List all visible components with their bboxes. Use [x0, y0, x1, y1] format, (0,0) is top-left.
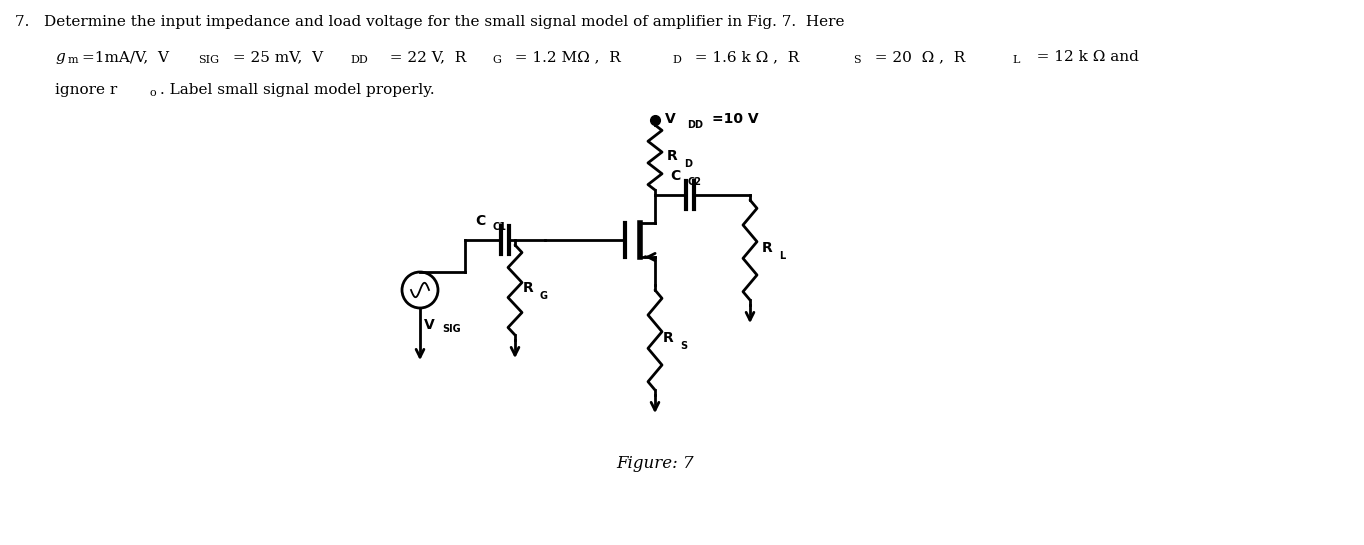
Text: C1: C1 [492, 222, 507, 232]
Text: = 12 k Ω and: = 12 k Ω and [1022, 50, 1139, 64]
Text: L: L [1012, 55, 1019, 65]
Text: G: G [540, 291, 548, 301]
Text: Figure: 7: Figure: 7 [617, 455, 694, 471]
Text: C: C [670, 169, 681, 183]
Text: =10 V: =10 V [712, 112, 758, 126]
Text: 7.   Determine the input impedance and load voltage for the small signal model o: 7. Determine the input impedance and loa… [15, 15, 844, 29]
Text: . Label small signal model properly.: . Label small signal model properly. [160, 83, 435, 97]
Text: R: R [667, 148, 678, 162]
Text: SIG: SIG [442, 324, 461, 334]
Text: V: V [424, 318, 435, 332]
Text: S: S [852, 55, 861, 65]
Text: = 20  Ω ,  R: = 20 Ω , R [865, 50, 966, 64]
Text: C: C [475, 214, 486, 228]
Text: ignore r: ignore r [55, 83, 117, 97]
Text: = 22 V,  R: = 22 V, R [381, 50, 466, 64]
Text: S: S [681, 341, 687, 351]
Text: R: R [522, 281, 533, 295]
Text: =1mA/V,  V: =1mA/V, V [82, 50, 169, 64]
Text: C2: C2 [687, 177, 702, 187]
Text: = 25 mV,  V: = 25 mV, V [228, 50, 323, 64]
Text: G: G [492, 55, 501, 65]
Text: DD: DD [687, 120, 702, 130]
Text: R: R [663, 331, 674, 345]
Text: SIG: SIG [198, 55, 220, 65]
Text: o: o [150, 88, 157, 98]
Text: L: L [779, 251, 786, 261]
Text: = 1.6 k Ω ,  R: = 1.6 k Ω , R [685, 50, 799, 64]
Text: D: D [683, 159, 692, 168]
Text: V: V [666, 112, 675, 126]
Text: = 1.2 MΩ ,  R: = 1.2 MΩ , R [505, 50, 621, 64]
Text: D: D [672, 55, 681, 65]
Text: R: R [762, 241, 773, 255]
Text: m: m [68, 55, 79, 65]
Text: g: g [55, 50, 64, 64]
Text: DD: DD [351, 55, 368, 65]
